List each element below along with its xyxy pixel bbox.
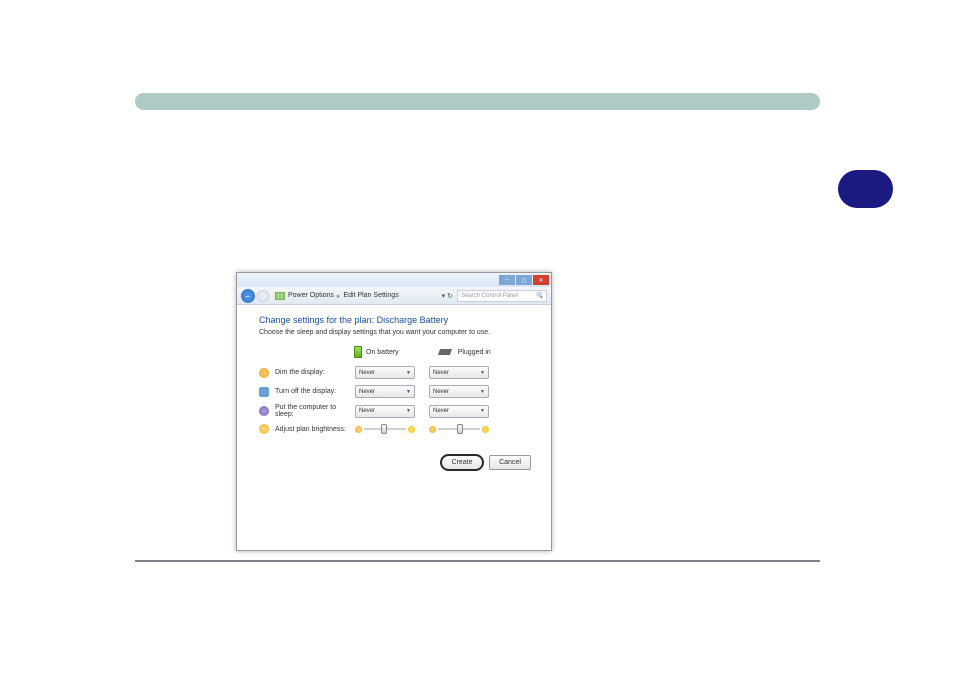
- battery-icon: [354, 346, 362, 358]
- sleep-plugged-select[interactable]: Never ▼: [429, 405, 489, 418]
- button-row: Create Cancel: [441, 455, 531, 470]
- chevron-down-icon: ▼: [406, 408, 411, 414]
- chevron-down-icon: ▼: [406, 389, 411, 395]
- plug-icon: [438, 349, 452, 355]
- brightness-battery-slider[interactable]: [355, 426, 415, 433]
- breadcrumb[interactable]: Power Options ▸ Edit Plan Settings: [275, 292, 438, 300]
- maximize-button[interactable]: ◻: [516, 275, 532, 285]
- col-plugged-in: Plugged in: [439, 346, 491, 358]
- breadcrumb-item[interactable]: Edit Plan Settings: [343, 292, 398, 299]
- row-brightness: Adjust plan brightness:: [259, 424, 533, 434]
- slider-thumb[interactable]: [381, 424, 387, 434]
- dim-plugged-select[interactable]: Never ▼: [429, 366, 489, 379]
- header-banner: [135, 93, 820, 110]
- row-label: Adjust plan brightness:: [275, 426, 355, 433]
- power-icon: [275, 292, 285, 300]
- dim-battery-select[interactable]: Never ▼: [355, 366, 415, 379]
- page-title: Change settings for the plan: Discharge …: [259, 315, 533, 325]
- row-sleep: Put the computer to sleep: Never ▼ Never…: [259, 404, 533, 418]
- row-label: Turn off the display:: [275, 388, 355, 395]
- chevron-down-icon: ▼: [480, 408, 485, 414]
- dim-icon: [259, 368, 269, 378]
- page-badge: [838, 170, 893, 208]
- power-options-window: – ◻ ✕ ← Power Options ▸ Edit Plan Settin…: [236, 272, 552, 551]
- close-button[interactable]: ✕: [533, 275, 549, 285]
- slider-track[interactable]: [364, 428, 406, 430]
- slider-thumb[interactable]: [457, 424, 463, 434]
- col-on-battery: On battery: [354, 346, 399, 358]
- sun-small-icon: [429, 426, 436, 433]
- cancel-button[interactable]: Cancel: [489, 455, 531, 470]
- search-placeholder: Search Control Panel: [461, 293, 518, 299]
- forward-button[interactable]: [257, 290, 269, 302]
- row-dim-display: Dim the display: Never ▼ Never ▼: [259, 366, 533, 379]
- brightness-plugged-slider[interactable]: [429, 426, 489, 433]
- monitor-icon: [259, 387, 269, 397]
- content-area: Change settings for the plan: Discharge …: [237, 305, 551, 450]
- sun-large-icon: [482, 426, 489, 433]
- minimize-button[interactable]: –: [499, 275, 515, 285]
- chevron-down-icon: ▼: [406, 370, 411, 376]
- row-label: Dim the display:: [275, 369, 355, 376]
- navbar: ← Power Options ▸ Edit Plan Settings ▾ ↻…: [237, 287, 551, 305]
- footer-divider: [135, 560, 820, 562]
- create-button[interactable]: Create: [441, 455, 483, 470]
- page-description: Choose the sleep and display settings th…: [259, 329, 533, 336]
- breadcrumb-item[interactable]: Power Options: [288, 292, 334, 299]
- slider-track[interactable]: [438, 428, 480, 430]
- chevron-down-icon: ▼: [480, 389, 485, 395]
- refresh-button[interactable]: ▾ ↻: [438, 292, 457, 300]
- row-turn-off-display: Turn off the display: Never ▼ Never ▼: [259, 385, 533, 398]
- chevron-down-icon: ▼: [480, 370, 485, 376]
- sleep-icon: [259, 406, 269, 416]
- window-titlebar: – ◻ ✕: [237, 273, 551, 287]
- off-plugged-select[interactable]: Never ▼: [429, 385, 489, 398]
- back-button[interactable]: ←: [241, 289, 255, 303]
- sun-large-icon: [408, 426, 415, 433]
- breadcrumb-sep: ▸: [337, 292, 341, 300]
- sleep-battery-select[interactable]: Never ▼: [355, 405, 415, 418]
- column-headers: On battery Plugged in: [354, 346, 533, 358]
- brightness-icon: [259, 424, 269, 434]
- search-icon: 🔍: [536, 292, 543, 299]
- row-label: Put the computer to sleep:: [275, 404, 355, 418]
- off-battery-select[interactable]: Never ▼: [355, 385, 415, 398]
- sun-small-icon: [355, 426, 362, 433]
- search-input[interactable]: Search Control Panel 🔍: [457, 290, 547, 302]
